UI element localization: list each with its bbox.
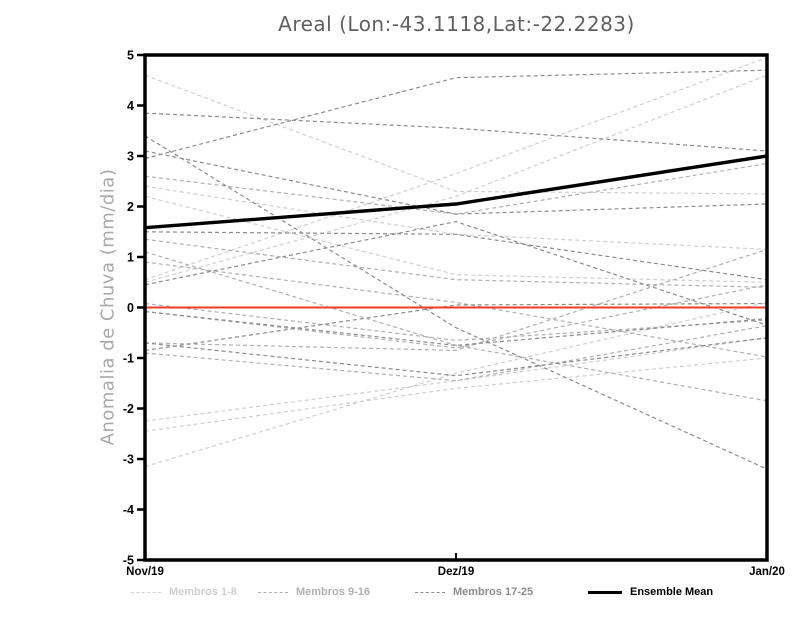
ensemble-member-line bbox=[144, 150, 768, 215]
ensemble-member-line bbox=[144, 74, 768, 283]
legend-item-membros-17-25: Membros 17-25 bbox=[415, 586, 533, 598]
legend-item-membros-9-16: Membros 9-16 bbox=[258, 586, 370, 598]
y-tick-label: -1 bbox=[123, 352, 134, 366]
ensemble-member-line bbox=[144, 135, 768, 470]
y-tick-label: -2 bbox=[123, 402, 134, 416]
ensemble-member-line bbox=[144, 357, 768, 432]
y-tick-label: -4 bbox=[123, 503, 134, 517]
dashed-line-sample-dark bbox=[415, 591, 445, 593]
dashed-line-sample-light bbox=[131, 591, 161, 593]
ensemble-member-line bbox=[144, 112, 768, 152]
ensemble-member-line bbox=[144, 56, 768, 281]
ensemble-member-line bbox=[144, 231, 768, 281]
ensemble-member-line bbox=[144, 337, 768, 377]
legend-label: Ensemble Mean bbox=[630, 586, 714, 598]
x-tick-label: Jan/20 bbox=[749, 566, 785, 578]
ensemble-member-line bbox=[144, 302, 768, 341]
ensemble-member-line bbox=[144, 195, 768, 283]
ensemble-member-line bbox=[144, 302, 768, 351]
ensemble-member-line bbox=[144, 301, 768, 468]
ensemble-member-line bbox=[144, 248, 768, 352]
ensemble-member-line bbox=[144, 220, 768, 326]
ensemble-member-line bbox=[144, 69, 768, 160]
y-tick-label: 4 bbox=[127, 99, 134, 113]
ensemble-member-line bbox=[144, 238, 768, 288]
ensemble-member-line bbox=[144, 251, 768, 402]
y-tick-label: 2 bbox=[127, 200, 134, 214]
y-tick-label: -5 bbox=[123, 554, 134, 568]
y-tick-label: 5 bbox=[127, 49, 134, 63]
ensemble-mean-line bbox=[143, 154, 769, 230]
solid-line-sample-mean bbox=[588, 590, 622, 594]
legend-label: Membros 1-8 bbox=[169, 586, 237, 598]
plot-frame bbox=[143, 53, 769, 562]
y-tick-label: 0 bbox=[127, 301, 134, 315]
dashed-line-sample-medium bbox=[258, 591, 288, 593]
ensemble-member-line bbox=[144, 310, 768, 347]
legend-item-ensemble-mean: Ensemble Mean bbox=[588, 586, 713, 598]
x-tick-label: Dez/19 bbox=[438, 566, 474, 578]
y-tick-label: 3 bbox=[127, 150, 134, 164]
ensemble-member-line bbox=[144, 74, 768, 195]
chart-title: Areal (Lon:-43.1118,Lat:-22.2283) bbox=[278, 12, 635, 36]
x-tick-label: Nov/19 bbox=[126, 566, 164, 578]
legend-label: Membros 9-16 bbox=[296, 586, 370, 598]
legend-item-membros-1-8: Membros 1-8 bbox=[131, 586, 237, 598]
legend-label: Membros 17-25 bbox=[453, 586, 534, 598]
y-tick-label: -3 bbox=[123, 453, 134, 467]
y-tick-label: 1 bbox=[127, 251, 134, 265]
